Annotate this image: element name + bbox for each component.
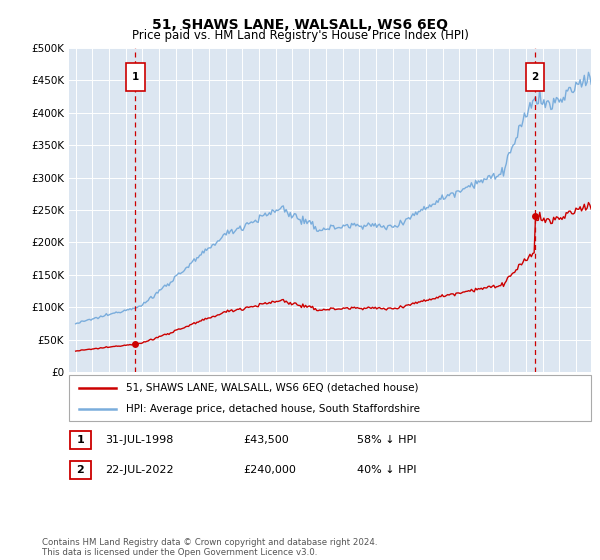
Text: 1: 1	[77, 435, 84, 445]
Text: 31-JUL-1998: 31-JUL-1998	[105, 435, 173, 445]
Text: 2: 2	[77, 465, 84, 475]
Text: Contains HM Land Registry data © Crown copyright and database right 2024.
This d: Contains HM Land Registry data © Crown c…	[42, 538, 377, 557]
FancyBboxPatch shape	[526, 63, 544, 91]
Text: £43,500: £43,500	[243, 435, 289, 445]
Text: HPI: Average price, detached house, South Staffordshire: HPI: Average price, detached house, Sout…	[127, 404, 421, 414]
Text: 40% ↓ HPI: 40% ↓ HPI	[357, 465, 416, 475]
Text: 51, SHAWS LANE, WALSALL, WS6 6EQ (detached house): 51, SHAWS LANE, WALSALL, WS6 6EQ (detach…	[127, 382, 419, 393]
Text: 2: 2	[532, 72, 539, 82]
Text: £240,000: £240,000	[243, 465, 296, 475]
Text: Price paid vs. HM Land Registry's House Price Index (HPI): Price paid vs. HM Land Registry's House …	[131, 29, 469, 42]
FancyBboxPatch shape	[126, 63, 145, 91]
Text: 58% ↓ HPI: 58% ↓ HPI	[357, 435, 416, 445]
Text: 51, SHAWS LANE, WALSALL, WS6 6EQ: 51, SHAWS LANE, WALSALL, WS6 6EQ	[152, 18, 448, 32]
Text: 1: 1	[132, 72, 139, 82]
Text: 22-JUL-2022: 22-JUL-2022	[105, 465, 173, 475]
